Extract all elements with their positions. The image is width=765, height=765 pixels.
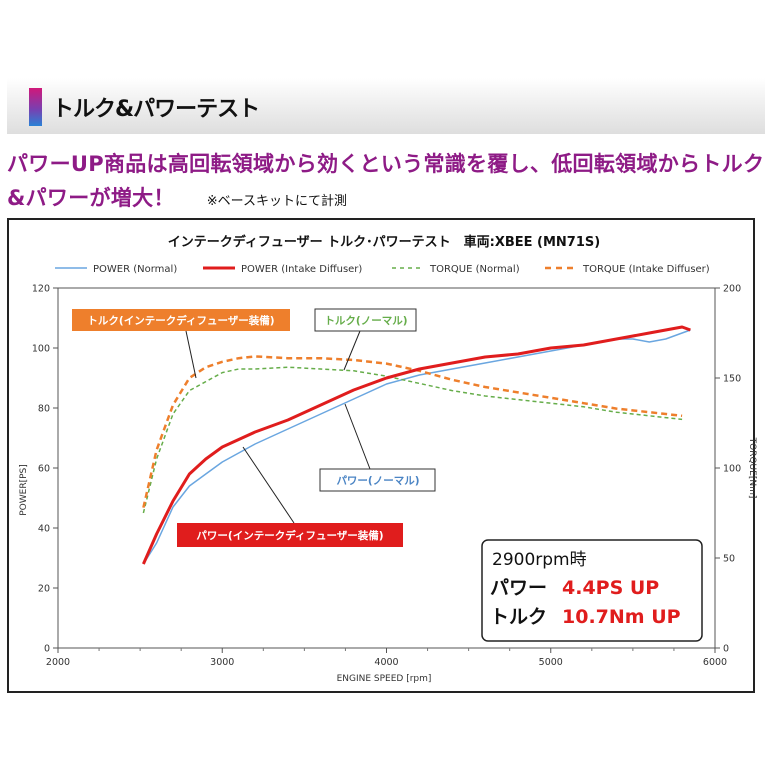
y2-tick-label: 200 [723,284,741,295]
y2-tick-label: 0 [723,644,729,655]
annotation-torque-normal-leader [343,330,361,371]
torque-normal-line [142,366,683,514]
callout-box [481,539,703,642]
annotation-torque-intake-box [72,309,290,331]
annotation-power-normal-leader [344,403,371,470]
y2-tick-label: 150 [723,374,741,385]
y-tick-label: 40 [38,524,50,535]
power-intake-line [142,325,691,565]
callout-power-value: 4.4PS UP [562,577,659,599]
x-axis-label: ENGINE SPEED [rpm] [337,674,432,684]
callout-power-label: パワー [490,577,547,599]
annotation-torque-intake-leader [185,330,197,379]
section-accent-marker [29,88,42,126]
annotation-torque-normal-label: トルク(ノーマル) [324,315,407,327]
section-header-bar [7,78,765,134]
callout-torque-label: トルク [490,606,547,628]
headline-text: パワーUP商品は高回転領域から効くという常識を覆し、低回転領域からトルク&パワー… [7,152,765,210]
legend-label-torque-intake: TORQUE (Intake Diffuser) [582,264,710,275]
callout-heading: 2900rpm時 [492,550,587,570]
annotation-power-intake-box [177,523,403,547]
y2-tick-label: 50 [723,554,735,565]
legend-label-torque-normal: TORQUE (Normal) [429,264,520,275]
callout-torque-value: 10.7Nm UP [562,606,681,628]
y-tick-label: 80 [38,404,50,415]
x-tick-label: 6000 [703,657,727,668]
y-tick-label: 120 [32,284,50,295]
power-normal-line [142,329,691,565]
headline: パワーUP商品は高回転領域から効くという常識を覆し、低回転領域からトルク&パワー… [7,147,765,219]
annotation-power-normal-label: パワー(ノーマル) [336,475,419,487]
legend-label-power-intake: POWER (Intake Diffuser) [241,264,362,275]
x-tick-label: 4000 [374,657,398,668]
y-tick-label: 100 [32,344,50,355]
chart-title: インテークディフューザー トルク･パワーテスト 車両:XBEE (MN71S) [168,234,600,250]
legend-label-power-normal: POWER (Normal) [93,264,177,275]
annotation-power-intake-leader [242,446,295,524]
x-tick-label: 3000 [210,657,234,668]
y-tick-label: 20 [38,584,50,595]
x-tick-label: 2000 [46,657,70,668]
y-tick-label: 60 [38,464,50,475]
measurement-note: ※ベースキットにて計測 [206,194,347,209]
y-axis-label: POWER[PS] [19,464,29,516]
annotation-torque-normal-box [314,308,417,332]
y2-axis-label: TORQUE[Nm] [747,437,757,499]
y2-tick-label: 100 [723,464,741,475]
x-tick-label: 5000 [539,657,563,668]
annotation-power-intake-label: パワー(インテークディフューザー装備) [196,529,383,542]
y-tick-label: 0 [44,644,50,655]
annotation-power-normal-box [319,468,436,492]
section-title: トルク&パワーテスト [52,97,260,122]
annotation-torque-intake-label: トルク(インテークディフューザー装備) [87,314,274,327]
